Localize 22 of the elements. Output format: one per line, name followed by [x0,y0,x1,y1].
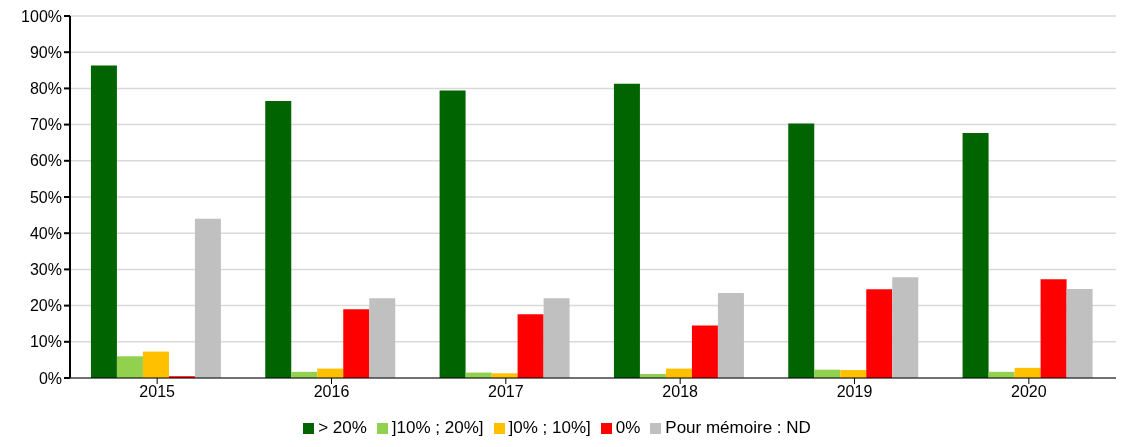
y-tick-label: 90% [29,43,62,61]
x-tick-label: 2018 [662,383,699,401]
y-tick-label: 50% [29,188,62,206]
legend-label: > 20% [318,418,367,437]
legend-label: 0% [615,418,641,437]
y-tick-label: 30% [29,261,62,279]
x-tick-label: 2017 [488,383,524,401]
y-tick-label: 20% [29,297,62,315]
legend-label: ]0% ; 10%] [508,418,591,437]
y-tick-label: 10% [29,333,62,351]
y-tick-label: 40% [29,224,62,242]
x-tick-label: 2016 [313,383,350,401]
y-tick-label: 80% [29,80,62,98]
y-tick-label: 60% [29,152,62,170]
y-tick-label: 70% [29,116,62,134]
y-tick-label: 100% [21,7,62,25]
y-tick-label: 0% [38,369,62,387]
x-tick-label: 2020 [1011,383,1047,401]
legend-label: ]10% ; 20%] [391,418,484,437]
legend-label: Pour mémoire : ND [665,418,811,437]
x-tick-label: 2019 [836,383,873,401]
x-tick-label: 2015 [139,383,176,401]
